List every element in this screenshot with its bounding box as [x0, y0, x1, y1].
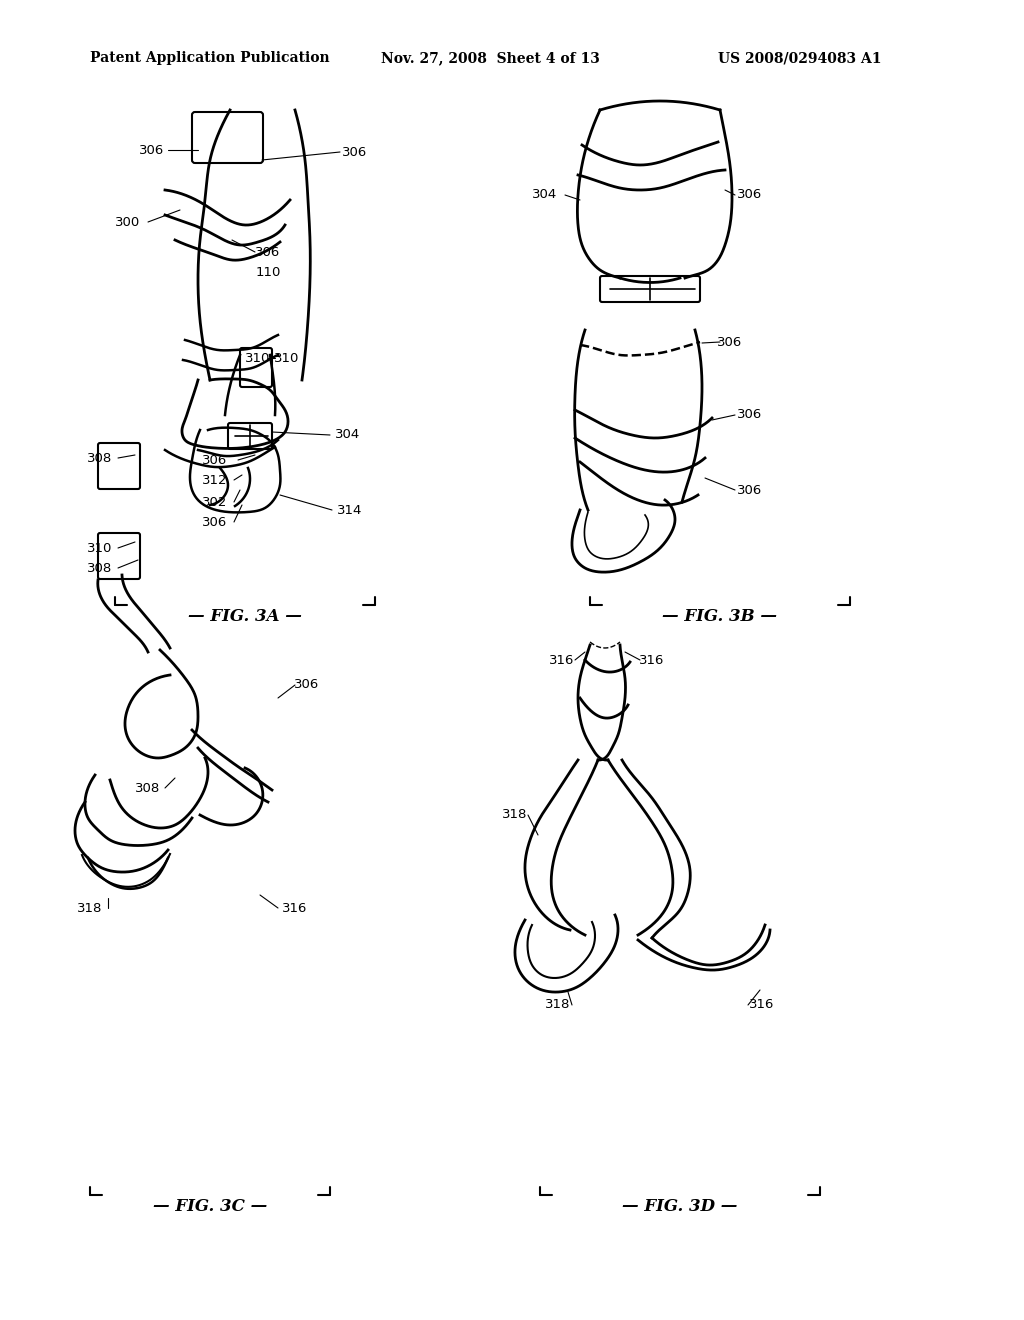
Text: Nov. 27, 2008  Sheet 4 of 13: Nov. 27, 2008 Sheet 4 of 13 [381, 51, 599, 65]
Text: 308: 308 [87, 561, 113, 574]
Text: 310: 310 [87, 541, 113, 554]
Text: 306: 306 [139, 144, 165, 157]
Text: 316: 316 [283, 902, 307, 915]
Text: 312: 312 [203, 474, 227, 487]
Text: — FIG. 3C —: — FIG. 3C — [153, 1199, 267, 1214]
Text: — FIG. 3D —: — FIG. 3D — [623, 1199, 737, 1214]
Text: 300: 300 [116, 215, 140, 228]
Text: 306: 306 [255, 246, 281, 259]
Text: 306: 306 [737, 189, 763, 202]
Text: 310: 310 [274, 351, 300, 364]
FancyBboxPatch shape [240, 348, 272, 387]
Text: 318: 318 [503, 808, 527, 821]
Text: 316: 316 [750, 998, 775, 1011]
Text: 306: 306 [737, 408, 763, 421]
Text: Patent Application Publication: Patent Application Publication [90, 51, 330, 65]
Text: 316: 316 [549, 653, 574, 667]
Text: — FIG. 3B —: — FIG. 3B — [663, 609, 777, 624]
FancyBboxPatch shape [98, 533, 140, 579]
Text: 304: 304 [532, 189, 558, 202]
FancyBboxPatch shape [228, 422, 272, 449]
Text: 306: 306 [342, 145, 368, 158]
FancyBboxPatch shape [98, 444, 140, 488]
Text: 306: 306 [737, 483, 763, 496]
Text: US 2008/0294083 A1: US 2008/0294083 A1 [718, 51, 882, 65]
FancyBboxPatch shape [193, 112, 263, 162]
Text: 306: 306 [718, 335, 742, 348]
Text: 314: 314 [337, 503, 362, 516]
Text: 310: 310 [246, 351, 270, 364]
Text: 304: 304 [336, 429, 360, 441]
Text: 306: 306 [203, 454, 227, 466]
Text: 318: 318 [546, 998, 570, 1011]
Text: 306: 306 [203, 516, 227, 528]
Text: 318: 318 [78, 902, 102, 915]
Text: 110: 110 [255, 265, 281, 279]
Text: 308: 308 [135, 781, 161, 795]
FancyBboxPatch shape [600, 276, 700, 302]
Text: 302: 302 [203, 495, 227, 508]
Text: 316: 316 [639, 653, 665, 667]
Text: — FIG. 3A —: — FIG. 3A — [188, 609, 302, 624]
Text: 306: 306 [294, 678, 319, 692]
Text: 308: 308 [87, 451, 113, 465]
